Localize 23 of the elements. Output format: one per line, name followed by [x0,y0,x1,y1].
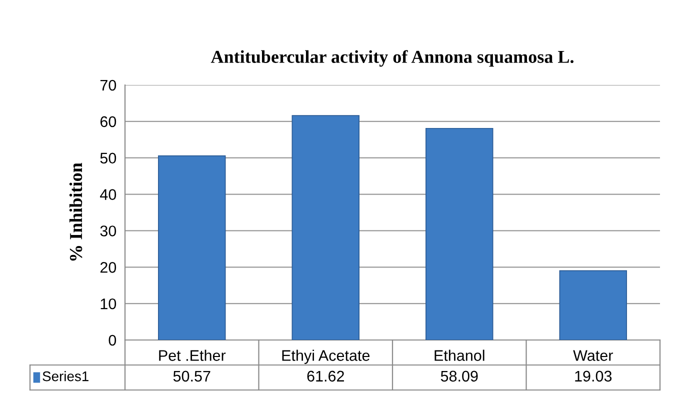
bar [158,155,226,340]
y-tick-label: 20 [100,262,116,273]
data-label: 58.09 [440,370,478,382]
bar [292,115,360,340]
bar [426,128,494,340]
x-tick-label: Ethyi Acetate [282,350,370,364]
y-tick-label: 30 [100,226,116,236]
data-label: 50.57 [173,370,210,382]
y-tick-label: 10 [100,298,116,310]
y-tick-label: 50 [100,152,116,164]
x-tick-label: Water [573,350,613,361]
x-tick-label: Pet .Ether [159,350,226,361]
legend-label: Series1 [42,371,88,382]
x-tick-label: Ethanol [434,350,484,361]
data-label: 19.03 [575,370,612,382]
y-tick-label: 40 [100,189,116,200]
bar [559,270,627,340]
y-tick-label: 70 [100,80,116,91]
y-tick-label: 60 [100,116,116,128]
data-label: 61.62 [307,370,344,382]
chart-title: Antitubercular activity of Annona squamosa L. [210,50,574,67]
y-tick-label: 0 [108,334,116,346]
y-axis-title: % Inhibition [69,162,82,261]
